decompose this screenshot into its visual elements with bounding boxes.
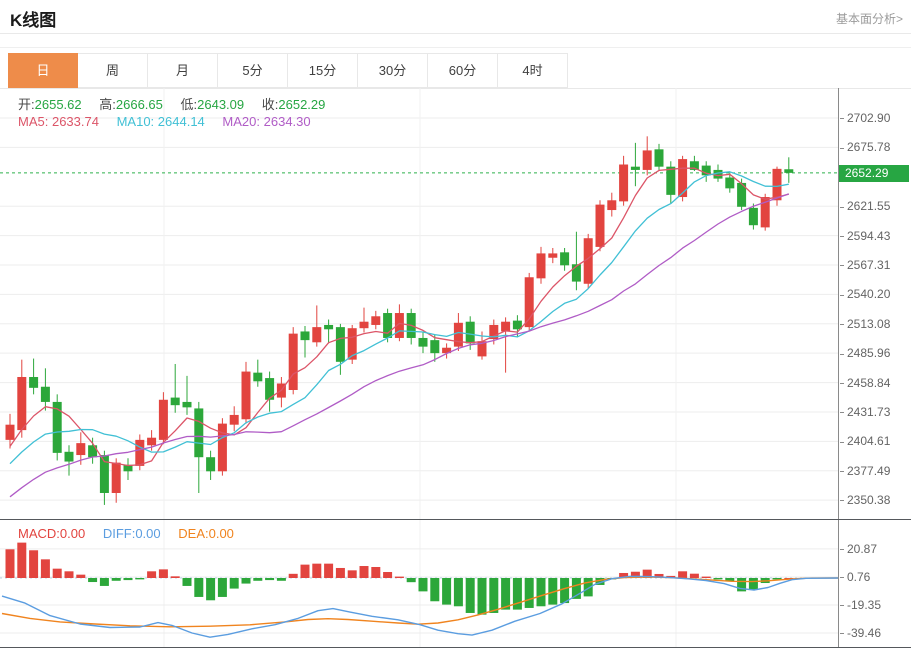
page-title: K线图 — [10, 11, 57, 30]
candlestick-chart[interactable] — [0, 88, 838, 520]
open-label: 开: — [18, 97, 35, 112]
title-divider — [0, 33, 911, 34]
chart-bottom-border — [0, 647, 911, 648]
panel-separator — [0, 519, 911, 520]
axis-tick-label: 2377.49 — [840, 463, 890, 479]
ma20-label: MA20: — [222, 114, 260, 129]
axis-tick-label: -19.35 — [840, 597, 881, 613]
ma5-value: 2633.74 — [51, 114, 99, 129]
tab-30min[interactable]: 30分 — [358, 53, 428, 88]
axis-tick-label: 2513.08 — [840, 316, 890, 332]
diff-value: 0.00 — [135, 526, 161, 541]
axis-tick-label: 0.76 — [840, 569, 870, 585]
ma5-label: MA5: — [18, 114, 49, 129]
tab-5min[interactable]: 5分 — [218, 53, 288, 88]
ma10-label: MA10: — [116, 114, 155, 129]
macd-readout: MACD:0.00 DIFF:0.00 DEA:0.00 — [18, 526, 248, 541]
chart-top-border — [0, 88, 911, 89]
tab-month[interactable]: 月 — [148, 53, 218, 88]
period-tabs: 日 周 月 5分 15分 30分 60分 4时 — [8, 53, 568, 88]
dea-label: DEA: — [178, 526, 209, 541]
current-price-tag: 2652.29 — [839, 164, 909, 182]
high-value: 2666.65 — [115, 97, 163, 112]
tabbar-top-border — [0, 47, 911, 48]
diff-label: DIFF: — [102, 526, 136, 541]
fundamental-analysis-link[interactable]: 基本面分析> — [835, 12, 903, 26]
axis-tick-label: 2594.43 — [840, 228, 890, 244]
macd-label: MACD: — [18, 526, 60, 541]
axis-tick-label: 2540.20 — [840, 286, 890, 302]
axis-tick-label: 2431.73 — [840, 404, 890, 420]
low-label: 低: — [180, 97, 198, 112]
close-label: 收: — [261, 97, 279, 112]
axis-tick-label: 2350.38 — [840, 492, 890, 508]
axis-tick-label: 2567.31 — [840, 257, 890, 273]
axis-tick-label: 2485.96 — [840, 345, 890, 361]
close-value: 2652.29 — [278, 97, 326, 112]
axis-tick-label: 2702.90 — [840, 110, 890, 126]
ma10-value: 2644.14 — [157, 114, 205, 129]
ma20-value: 2634.30 — [263, 114, 311, 129]
tab-15min[interactable]: 15分 — [288, 53, 358, 88]
low-value: 2643.09 — [197, 97, 245, 112]
tab-4hour[interactable]: 4时 — [498, 53, 568, 88]
open-value: 2655.62 — [34, 97, 82, 112]
axis-tick-label: -39.46 — [840, 625, 881, 641]
dea-value: 0.00 — [208, 526, 234, 541]
axis-tick-label: 2621.55 — [840, 198, 890, 214]
tab-week[interactable]: 周 — [78, 53, 148, 88]
tab-60min[interactable]: 60分 — [428, 53, 498, 88]
axis-tick-label: 2458.84 — [840, 375, 890, 391]
ma-readout: MA5: 2633.74 MA10: 2644.14 MA20: 2634.30 — [18, 114, 325, 129]
ohlc-readout: 开:2655.62 高:2666.65 低:2643.09 收:2652.29 — [18, 94, 339, 113]
axis-tick-label: 2675.78 — [840, 139, 890, 155]
axis-tick-label: 2404.61 — [840, 433, 890, 449]
macd-value: 0.00 — [59, 526, 86, 541]
high-label: 高: — [99, 97, 116, 112]
macd-chart[interactable] — [0, 520, 838, 647]
axis-tick-label: 20.87 — [840, 541, 877, 557]
y-axis-line — [838, 88, 839, 648]
tab-day[interactable]: 日 — [8, 53, 78, 88]
